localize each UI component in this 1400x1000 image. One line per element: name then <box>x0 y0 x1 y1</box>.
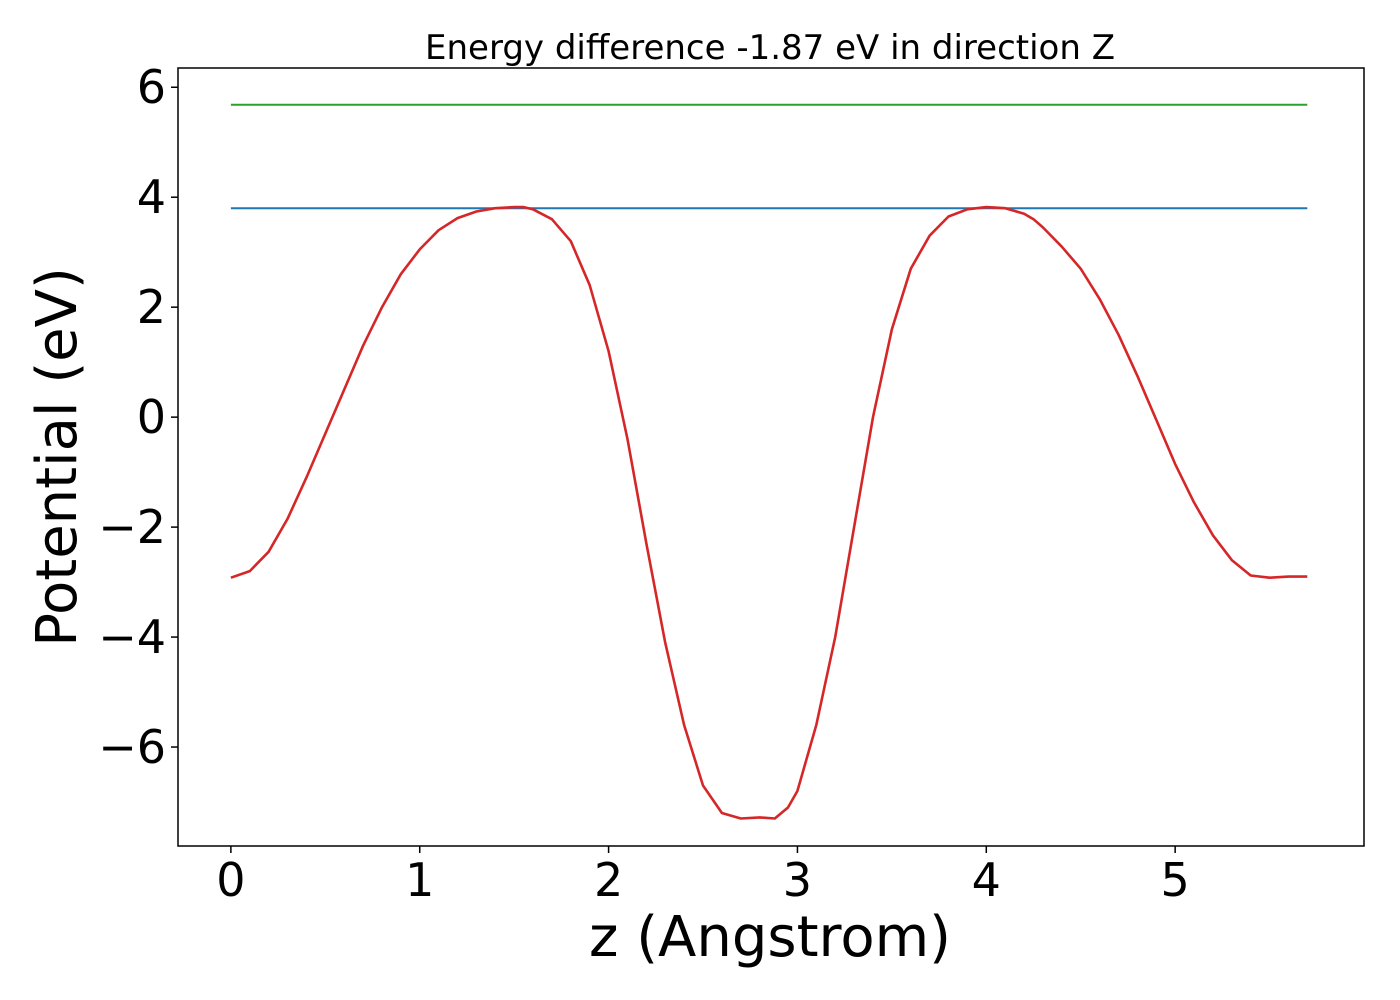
plot-area <box>230 103 1308 820</box>
plot-frame <box>177 67 1365 847</box>
y-tick-label: 6 <box>137 60 166 114</box>
x-tick-label: 1 <box>405 853 434 907</box>
x-tick-label: 5 <box>1161 853 1190 907</box>
x-axis: 0 1 2 3 4 5 <box>216 846 1190 907</box>
y-tick-label: 4 <box>137 170 166 224</box>
y-tick-label: 0 <box>137 390 166 444</box>
x-tick-label: 2 <box>594 853 623 907</box>
y-tick-label: −4 <box>98 610 166 664</box>
chart-title: Energy difference -1.87 eV in direction … <box>425 28 1115 68</box>
x-tick-label: 4 <box>972 853 1001 907</box>
x-tick-label: 0 <box>216 853 245 907</box>
y-tick-label: 2 <box>137 280 166 334</box>
series-line-3 <box>230 205 1308 820</box>
y-axis: −6 −4 −2 0 2 4 6 <box>98 60 178 774</box>
x-axis-label: z (Angstrom) <box>589 905 951 970</box>
y-axis-label: Potential (eV) <box>25 267 90 647</box>
x-tick-label: 3 <box>783 853 812 907</box>
y-tick-label: −6 <box>98 720 166 774</box>
y-tick-label: −2 <box>98 500 166 554</box>
